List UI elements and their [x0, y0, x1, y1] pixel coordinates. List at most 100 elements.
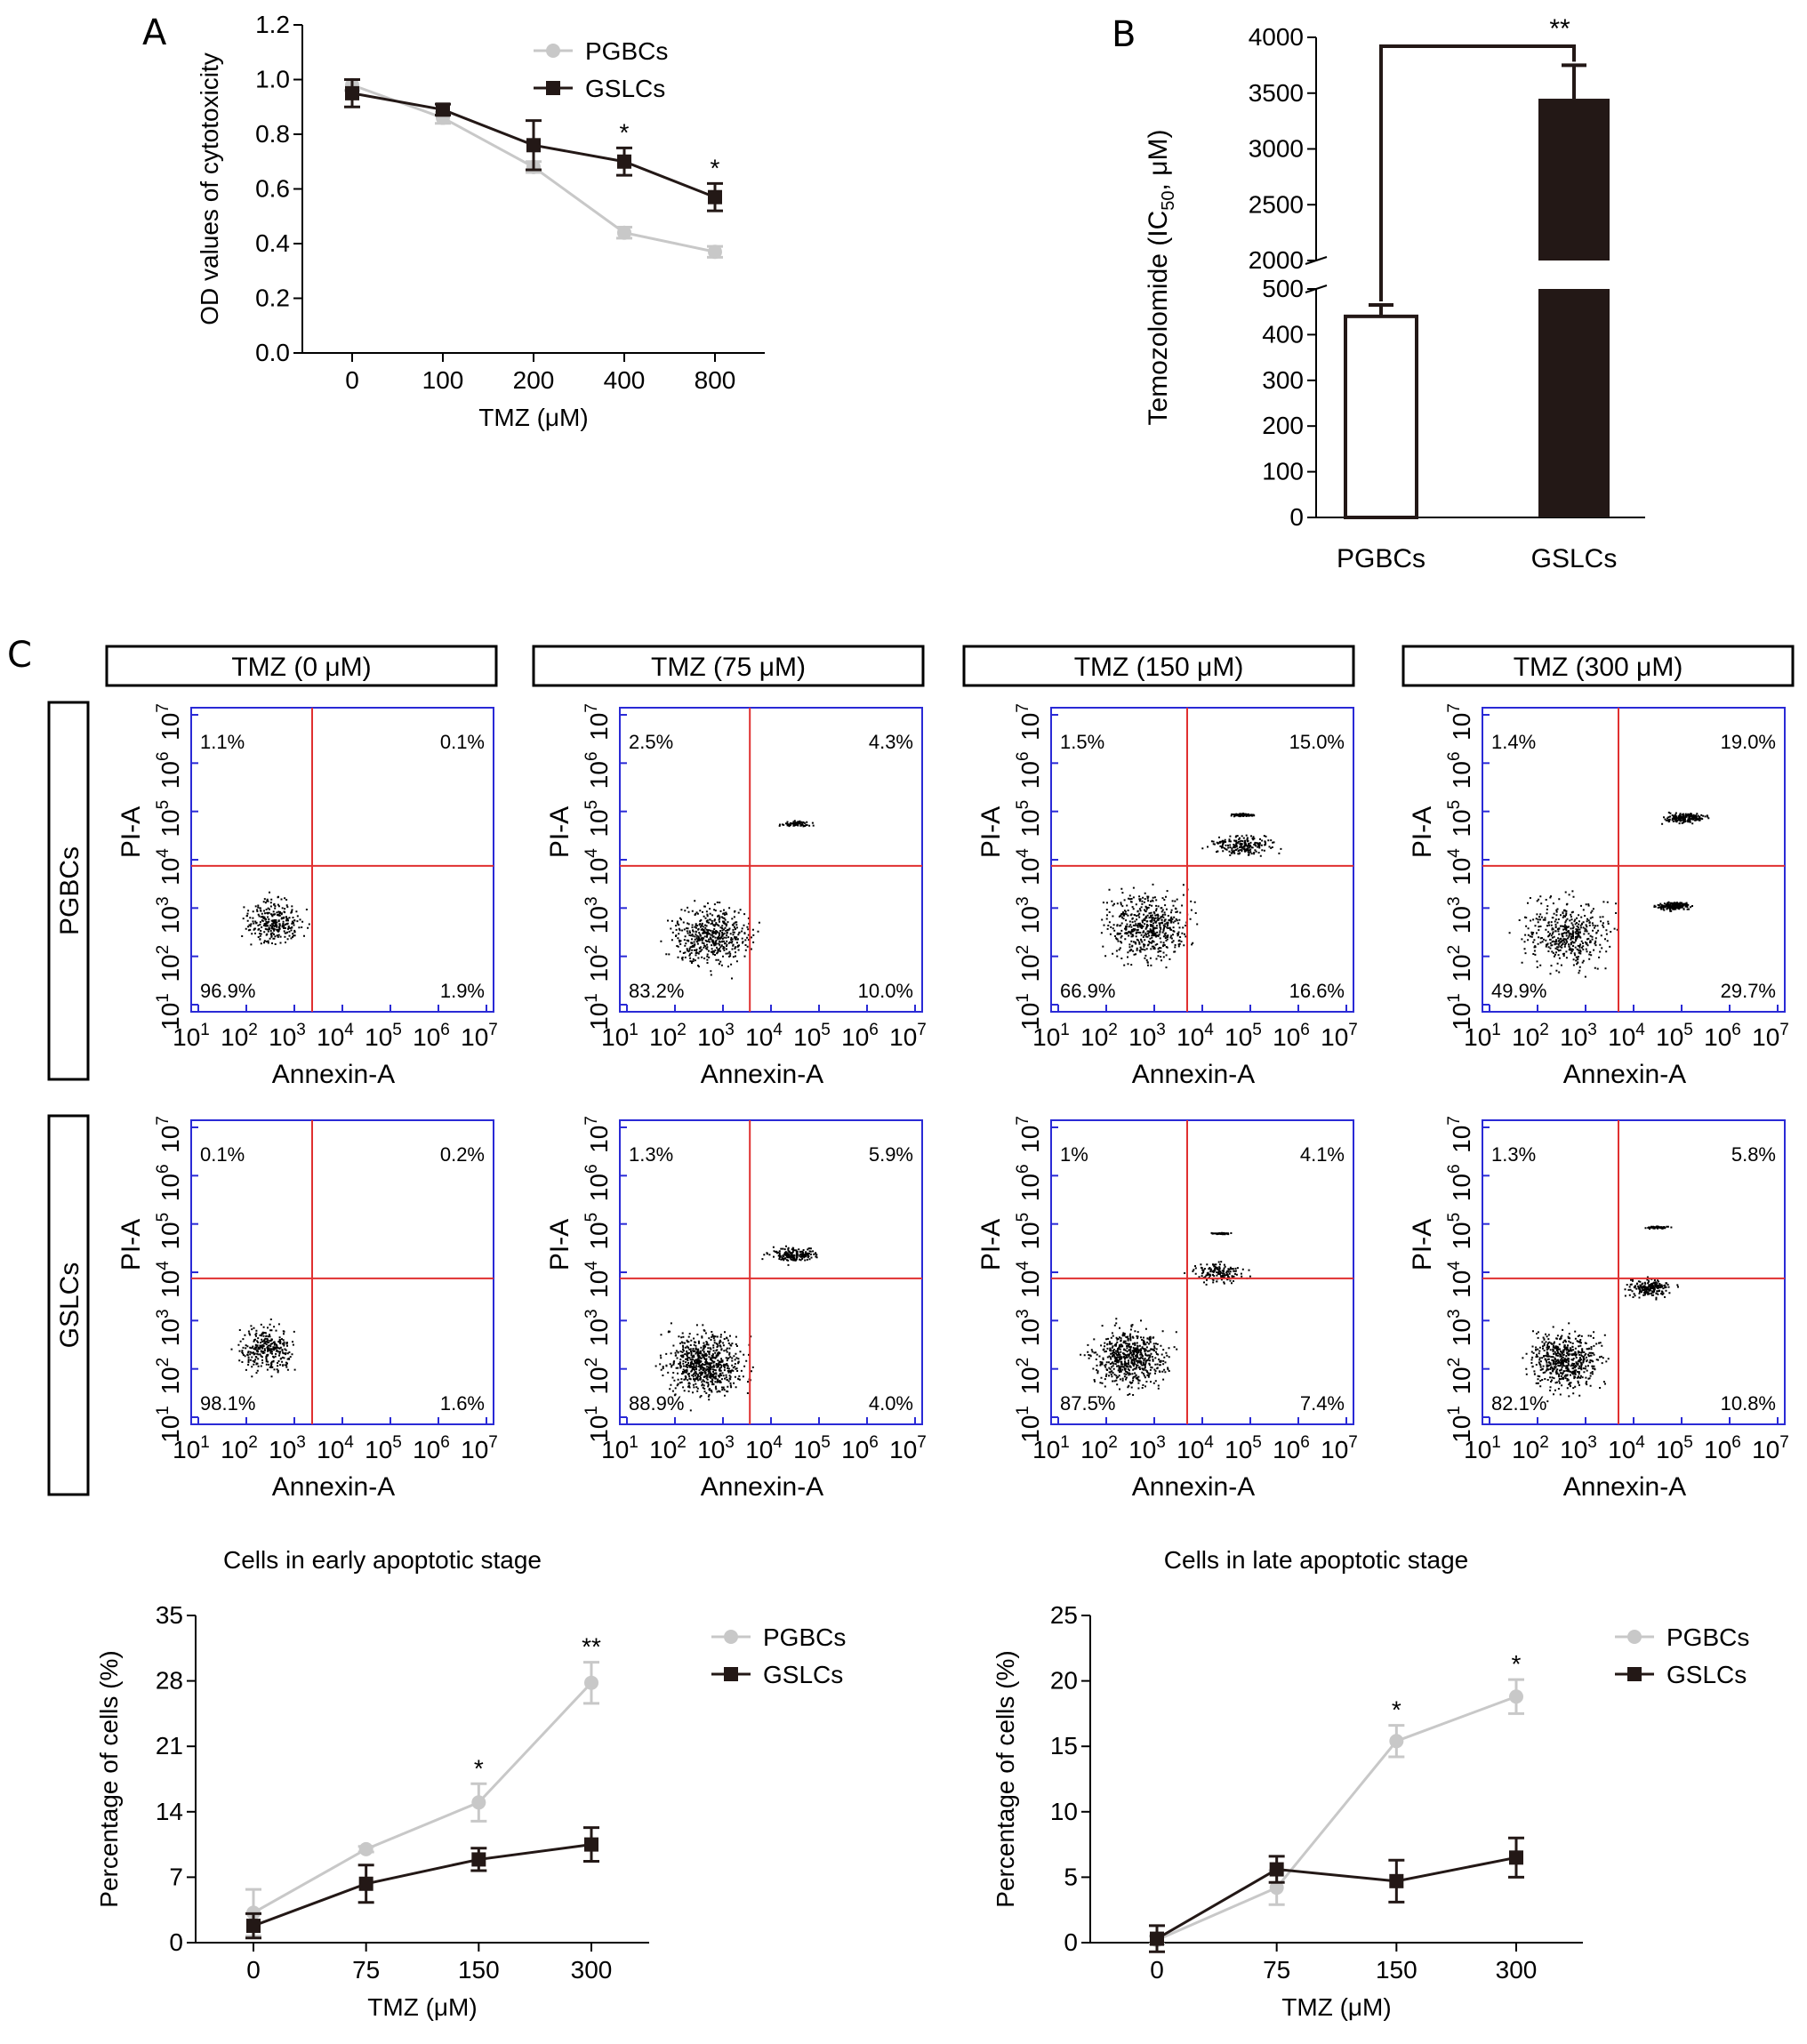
x-tick-label: PGBCs [1337, 544, 1426, 573]
x-tick-label: 105 [793, 1021, 831, 1051]
data-point [471, 1795, 486, 1810]
plot-frame [1482, 1119, 1786, 1425]
x-tick-label: 107 [461, 1021, 498, 1051]
x-tick-label: 102 [221, 1433, 258, 1463]
y-axis-label: PI-A [976, 1219, 1006, 1270]
data-point [526, 138, 541, 153]
tick-exponent: 7 [1348, 1021, 1358, 1039]
tick-exponent: 2 [1445, 945, 1464, 955]
panel-b-letter: B [1112, 14, 1136, 55]
event-dots [655, 1245, 818, 1412]
quadrant-upper-left: 2.5% [629, 731, 673, 753]
tick-base: 10 [1016, 1174, 1044, 1201]
tick-exponent: 6 [869, 1433, 879, 1452]
y-axis-label: Percentage of cells (%) [95, 1650, 123, 1907]
tick-exponent: 5 [1683, 1433, 1693, 1452]
data-point [1269, 1862, 1284, 1877]
tick-exponent: 4 [1014, 1261, 1032, 1270]
tick-exponent: 7 [1779, 1433, 1789, 1452]
y-tick-label: 101 [154, 993, 184, 1030]
y-axis-label-subscript: 50 [1159, 190, 1178, 210]
tick-base: 10 [317, 1023, 344, 1051]
y-tick-label: 2000 [1249, 246, 1304, 274]
tick-exponent: 5 [154, 1213, 173, 1222]
x-tick-label: 105 [1225, 1021, 1262, 1051]
y-tick-label: 104 [582, 1261, 613, 1298]
y-tick-label: 103 [1445, 896, 1475, 934]
tick-base: 10 [1448, 1415, 1475, 1443]
panel-c-flow-grid: C PGBCs GSLCs TMZ (0 μM) TMZ (75 μM) TMZ (15… [7, 635, 1795, 1502]
tick-exponent: 4 [1204, 1433, 1214, 1452]
tick-base: 10 [649, 1023, 677, 1051]
tick-exponent: 1 [629, 1433, 638, 1452]
y-axis-label: PI-A [545, 806, 574, 858]
y-axis-label: PI-A [545, 1219, 574, 1270]
legend-marker [1627, 1630, 1642, 1644]
legend-marker [724, 1667, 738, 1681]
y-tick-label: 107 [154, 703, 184, 741]
y-tick-label: 0.6 [255, 175, 290, 203]
event-dots [660, 820, 815, 980]
y-tick-label: 14 [156, 1798, 183, 1825]
tick-base: 10 [1448, 713, 1475, 741]
tick-base: 10 [1448, 1270, 1475, 1298]
x-tick-label: 103 [1128, 1021, 1166, 1051]
tick-base: 10 [1512, 1436, 1539, 1463]
y-tick-label: 0.8 [255, 120, 290, 148]
y-tick-label: 104 [1445, 848, 1475, 886]
tick-exponent: 3 [1014, 896, 1032, 906]
x-tick-label: 300 [1496, 1956, 1538, 1984]
tick-exponent: 3 [296, 1433, 306, 1452]
y-tick-label: 104 [582, 848, 613, 886]
tick-base: 10 [889, 1436, 917, 1463]
y-tick-label: 35 [156, 1601, 183, 1629]
quadrant-lower-right: 1.6% [440, 1392, 485, 1415]
quadrant-upper-right: 15.0% [1289, 731, 1345, 753]
y-tick-label: 107 [582, 1116, 613, 1153]
x-tick-label: 106 [1704, 1433, 1741, 1463]
quadrant-upper-right: 19.0% [1721, 731, 1776, 753]
tick-base: 10 [1080, 1023, 1108, 1051]
x-axis-label: Annexin-A [1132, 1472, 1255, 1502]
tick-exponent: 1 [154, 993, 173, 1003]
tick-base: 10 [157, 713, 184, 741]
data-point [617, 154, 631, 169]
x-tick-label: 106 [841, 1433, 879, 1463]
x-tick-label: 400 [604, 366, 646, 394]
tick-base: 10 [1016, 906, 1044, 934]
condition-header-box [105, 645, 498, 687]
tick-exponent: 2 [582, 1358, 601, 1367]
tick-exponent: 4 [1635, 1021, 1645, 1039]
tick-base: 10 [601, 1436, 629, 1463]
tick-base: 10 [157, 809, 184, 837]
tick-exponent: 1 [200, 1021, 210, 1039]
tick-base: 10 [1177, 1023, 1204, 1051]
plot-frame [1050, 707, 1354, 1013]
tick-base: 10 [585, 809, 613, 837]
tick-base: 10 [745, 1436, 773, 1463]
data-point [1389, 1734, 1404, 1749]
data-point [1509, 1850, 1523, 1865]
tick-exponent: 6 [1014, 751, 1032, 761]
tick-base: 10 [793, 1436, 821, 1463]
legend-label: PGBCs [763, 1623, 846, 1651]
significance-marker: * [711, 154, 720, 181]
y-tick-label: 107 [154, 1116, 184, 1153]
condition-header: TMZ (300 μM) [1514, 653, 1683, 682]
tick-exponent: 2 [154, 1358, 173, 1367]
tick-base: 10 [1448, 1367, 1475, 1394]
y-tick-label: 105 [1445, 1213, 1475, 1250]
x-axis-label: Annexin-A [701, 1060, 823, 1089]
data-point [436, 102, 450, 117]
x-tick-label: 107 [461, 1433, 498, 1463]
tick-base: 10 [1448, 1222, 1475, 1249]
significance-bracket [1379, 44, 1576, 301]
y-tick-label: 102 [582, 1358, 613, 1395]
tick-exponent: 2 [248, 1021, 258, 1039]
tick-base: 10 [1273, 1023, 1300, 1051]
significance-marker: * [620, 118, 630, 146]
y-tick-label: 102 [582, 945, 613, 982]
significance-marker: * [1512, 1650, 1522, 1678]
x-tick-label: 150 [1376, 1956, 1417, 1984]
